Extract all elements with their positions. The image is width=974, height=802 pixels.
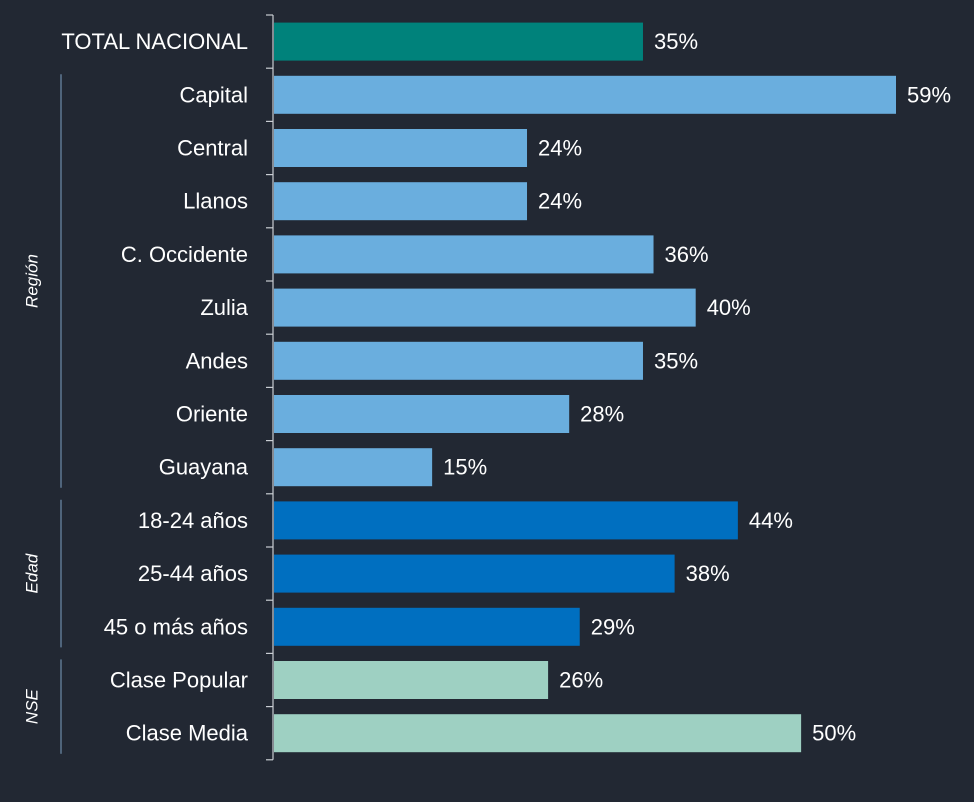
category-label: Andes <box>186 348 248 373</box>
category-label: 18-24 años <box>138 508 248 533</box>
group-brackets: Región Edad NSE <box>23 74 62 754</box>
bar <box>274 22 643 61</box>
value-label: 36% <box>665 242 709 267</box>
category-label: Zulia <box>200 295 248 320</box>
bar <box>274 661 549 699</box>
category-label: C. Occidente <box>121 242 248 267</box>
bar <box>274 554 675 593</box>
category-label: Capital <box>180 82 248 107</box>
bar <box>274 288 696 327</box>
category-label: Clase Media <box>126 721 249 746</box>
bar <box>274 341 643 380</box>
bar <box>274 75 896 114</box>
group-label: NSE <box>23 688 42 724</box>
category-labels: TOTAL NACIONAL Capital Central Llanos C. Occ… <box>61 29 248 746</box>
value-label: 44% <box>749 508 793 533</box>
bar <box>274 182 528 221</box>
category-label: TOTAL NACIONAL <box>61 29 248 54</box>
value-label: 40% <box>707 295 751 320</box>
bar <box>274 501 738 540</box>
value-label: 50% <box>812 721 856 746</box>
bar <box>274 395 570 433</box>
value-label: 59% <box>907 82 951 107</box>
value-label: 24% <box>538 136 582 161</box>
value-label: 35% <box>654 29 698 54</box>
bar <box>274 448 433 487</box>
category-label: 25-44 años <box>138 561 248 586</box>
group-label: Región <box>23 254 42 308</box>
category-label: Llanos <box>183 189 248 214</box>
bar <box>274 714 802 753</box>
bar <box>274 235 654 274</box>
value-label: 26% <box>559 668 603 693</box>
category-label: Guayana <box>159 455 249 480</box>
value-label: 29% <box>591 614 635 639</box>
value-label: 28% <box>580 402 624 427</box>
value-labels: 35% 59% 24% 24% 36% 40% 35% 28% 15% 44% 38% 29% 26% 5… <box>443 29 951 746</box>
y-axis <box>266 14 274 761</box>
bars <box>274 22 896 753</box>
value-label: 24% <box>538 189 582 214</box>
value-label: 15% <box>443 455 487 480</box>
category-label: Oriente <box>176 402 248 427</box>
value-label: 35% <box>654 348 698 373</box>
category-label: 45 o más años <box>104 614 248 639</box>
value-label: 38% <box>686 561 730 586</box>
category-label: Central <box>177 136 248 161</box>
category-label: Clase Popular <box>110 668 248 693</box>
group-label: Edad <box>23 553 42 593</box>
bar <box>274 129 528 167</box>
bar <box>274 607 580 646</box>
